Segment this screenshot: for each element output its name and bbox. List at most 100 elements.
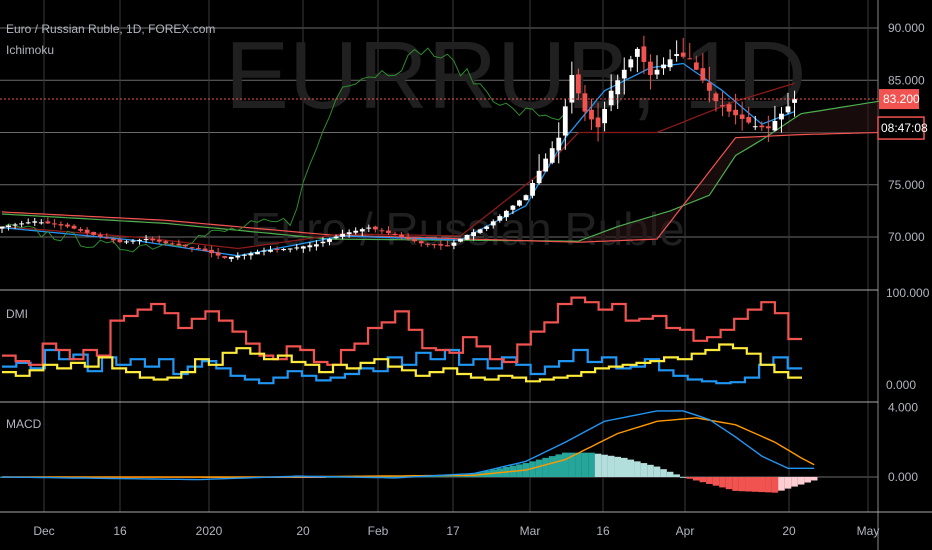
candle-body [117,239,123,243]
candle-body [628,59,634,68]
macd-hist-bar [778,477,785,491]
macd-hist-bar [699,477,707,483]
candle-body [314,244,319,247]
macd-hist-bar [810,477,818,481]
candle-body [340,233,345,237]
macd-tick-label: 0.000 [888,470,918,484]
macd-hist-bar [660,469,667,477]
macd-hist-bar [765,477,772,493]
candle-body [510,205,516,210]
price-tick-label: 90.000 [888,21,925,35]
candle-body [183,244,188,247]
candle-body [720,105,725,107]
candle-body [346,232,352,235]
candle-body [58,224,64,226]
candle-body [25,222,31,224]
watermark-ticker: EURRUB, 1D [225,22,806,129]
candle-body [359,229,365,232]
candle-body [255,251,260,255]
candle-body [235,255,241,258]
macd-hist-bar [804,477,811,483]
candle-body [163,241,169,244]
candle-body [458,238,463,242]
candle-body [700,68,706,81]
macd-hist-bar [673,474,680,477]
candle-body [523,195,529,201]
macd-hist-bar [666,471,674,477]
candle-body [281,249,287,251]
macd-hist-bar [575,452,582,477]
candle-body [320,241,326,244]
macd-hist-bar [797,477,805,485]
signal-line [2,417,815,478]
candle-body [615,80,621,95]
macd-hist-bar [634,461,641,477]
candle-body [372,226,378,230]
candle-body [477,229,483,233]
macd-line [1,410,815,481]
macd-hist-bar [686,477,694,479]
macd-hist-bar [620,457,628,477]
candle-body [189,247,195,249]
candle-body [648,61,653,76]
candle-body [169,243,175,245]
candle-body [71,225,77,229]
candle-body [176,243,182,246]
lagging-span [1,47,566,253]
candle-body [425,243,431,245]
time-tick-label: 2020 [196,524,223,538]
candle-body [536,170,542,184]
candle-body [431,244,437,246]
candle-body [589,109,594,120]
candle-body [530,183,535,196]
candle-body [418,241,424,244]
macd-hist-bar [627,459,635,477]
candle-body [621,69,627,79]
time-tick-label: 16 [113,524,127,538]
candle-body [274,248,280,250]
candle-body [84,229,90,233]
macd-hist-bar [581,452,589,477]
candle-body [687,58,693,60]
candle-body [471,232,476,237]
candle-body [307,245,313,248]
candle-body [327,239,332,242]
macd-hist-bar [444,476,451,478]
time-tick-label: 16 [596,524,610,538]
macd-hist-bar [732,477,739,491]
dmi-tick-label: 0.000 [886,378,916,392]
candle-body [6,225,11,228]
candle-body [399,234,404,237]
time-tick-label: 17 [446,524,460,538]
macd-hist-bar [719,477,726,488]
candle-body [759,125,765,128]
last-price-text: 83.200 [883,92,920,106]
time-tick-label: 20 [296,524,310,538]
macd-hist-bar [745,477,752,492]
leading-span-b [1,131,880,243]
macd-hist-bar [601,454,608,477]
candle-body [556,137,562,151]
candle-body [97,234,103,237]
macd-hist-bar [457,476,464,477]
macd-hist-bar [391,476,399,478]
candles[interactable] [0,35,797,262]
symbol-title: Euro / Russian Ruble, 1D, FOREX.com [6,22,215,36]
macd-hist-bar [614,456,621,477]
macd-hist-bar [640,463,648,477]
candle-body [707,82,712,91]
macd-hist-bar [385,476,392,478]
candle-body [156,239,162,242]
macd-hist-bar [568,452,576,477]
macd-hist-bar [542,457,549,477]
candle-body [792,99,797,103]
candle-body [503,210,509,218]
macd-hist-bar [450,476,458,477]
candle-body [222,256,228,258]
macd-hist-bar [319,477,327,478]
macd-hist-bar [529,461,536,477]
candle-body [52,223,57,225]
candle-body [405,236,411,240]
